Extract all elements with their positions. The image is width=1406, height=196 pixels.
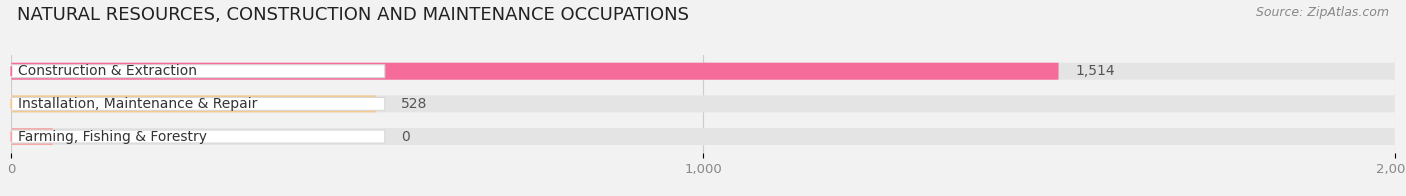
FancyBboxPatch shape	[11, 95, 377, 112]
FancyBboxPatch shape	[11, 63, 1059, 80]
Text: NATURAL RESOURCES, CONSTRUCTION AND MAINTENANCE OCCUPATIONS: NATURAL RESOURCES, CONSTRUCTION AND MAIN…	[17, 6, 689, 24]
Text: Installation, Maintenance & Repair: Installation, Maintenance & Repair	[18, 97, 257, 111]
Text: 0: 0	[401, 130, 411, 143]
FancyBboxPatch shape	[11, 128, 53, 145]
FancyBboxPatch shape	[11, 65, 385, 78]
FancyBboxPatch shape	[11, 95, 1395, 112]
FancyBboxPatch shape	[11, 63, 1395, 80]
Text: Farming, Fishing & Forestry: Farming, Fishing & Forestry	[18, 130, 208, 143]
Text: Source: ZipAtlas.com: Source: ZipAtlas.com	[1256, 6, 1389, 19]
FancyBboxPatch shape	[11, 128, 1395, 145]
FancyBboxPatch shape	[11, 97, 385, 110]
Text: 528: 528	[401, 97, 427, 111]
Text: 1,514: 1,514	[1076, 64, 1115, 78]
FancyBboxPatch shape	[11, 130, 385, 143]
Text: Construction & Extraction: Construction & Extraction	[18, 64, 197, 78]
